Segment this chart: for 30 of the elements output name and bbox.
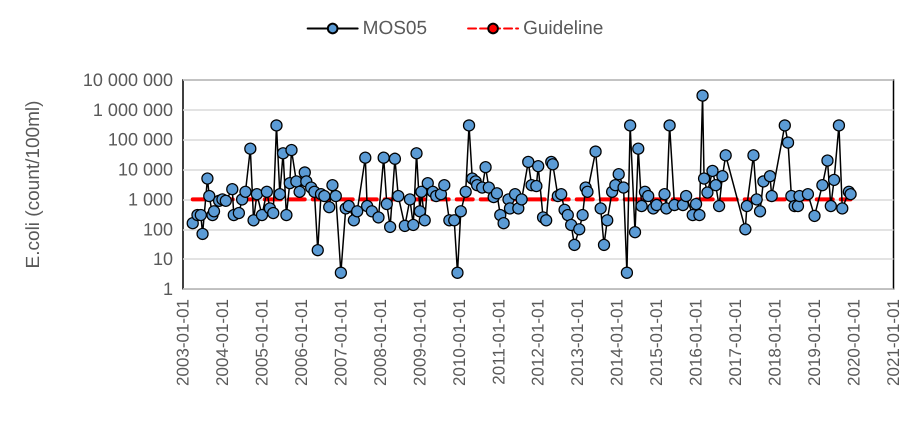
y-tick-label: 10 000 000	[82, 70, 173, 90]
x-tick-label: 2011-01-01	[489, 299, 508, 385]
legend-label: Guideline	[523, 18, 604, 39]
x-tick-label: 2006-01-01	[292, 299, 311, 386]
x-tick-label: 2003-01-01	[174, 299, 192, 386]
y-tick-label: 1 000	[128, 189, 173, 210]
y-tick-label: 10	[152, 249, 173, 270]
x-tick-label: 2020-01-01	[844, 299, 864, 386]
y-axis-title: E.coli (count/100ml)	[23, 100, 44, 268]
y-tick-label: 10 000	[118, 160, 173, 180]
x-tick-label: 2021-01-01	[884, 299, 903, 386]
x-tick-label: 2005-01-01	[252, 299, 272, 386]
x-tick-label: 2010-01-01	[450, 299, 469, 386]
y-tick-label: 1 000 000	[92, 100, 173, 120]
x-tick-label: 2016-01-01	[686, 299, 706, 386]
x-tick-label: 2014-01-01	[608, 299, 627, 386]
x-tick-label: 2017-01-01	[726, 299, 746, 386]
x-tick-label: 2015-01-01	[647, 299, 666, 386]
y-tick-label: 100 000	[108, 130, 173, 150]
x-tick-label: 2004-01-01	[212, 299, 232, 386]
x-tick-label: 2013-01-01	[568, 299, 588, 386]
y-tick-label: 1	[162, 279, 173, 299]
legend-label: MOS05	[362, 18, 428, 39]
x-tick-label: 2012-01-01	[528, 299, 548, 386]
y-tick-label: 100	[142, 219, 173, 240]
x-tick-label: 2009-01-01	[410, 299, 430, 386]
x-tick-label: 2008-01-01	[370, 299, 390, 386]
x-tick-label: 2019-01-01	[805, 299, 824, 386]
x-tick-label: 2007-01-01	[331, 299, 350, 386]
x-tick-label: 2018-01-01	[766, 299, 785, 386]
